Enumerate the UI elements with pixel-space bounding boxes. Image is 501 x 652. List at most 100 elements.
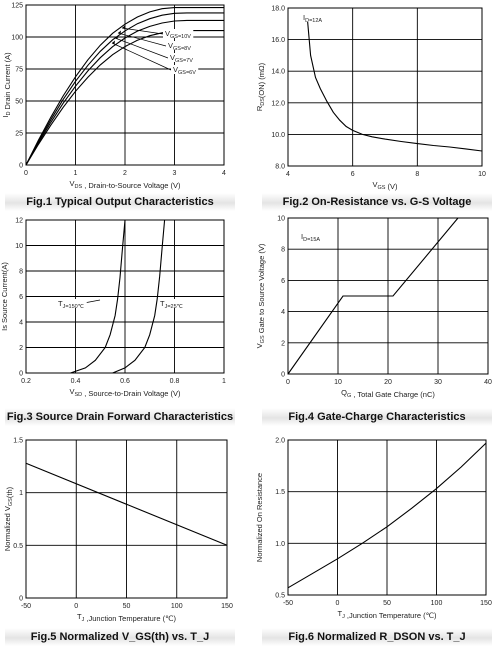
plot-frame: [25, 219, 225, 374]
y-axis-label: Normalized VGS(th): [3, 486, 14, 551]
annotation-leader: [121, 27, 164, 35]
y-tick-label: 4: [19, 320, 23, 327]
y-tick-label: 1.5: [13, 438, 23, 445]
x-axis-label: TJ ,Junction Temperature (℃): [338, 609, 438, 620]
annotation-background: [299, 232, 323, 241]
annotation-arrowhead: [115, 35, 118, 39]
x-tick-label: 40: [484, 379, 492, 386]
y-tick-label: 8: [19, 269, 23, 276]
figure-5-caption: Fig.5 Normalized V_GS(th) vs. T_J: [5, 628, 235, 646]
figure-6-curves: [287, 442, 487, 589]
annotation-background: [301, 13, 325, 22]
series-line-2: [25, 12, 224, 166]
x-tick-label: 100: [171, 603, 183, 610]
x-axis-label: VSD , Source-to-Drain Voltage (V): [69, 387, 181, 398]
figure-4-grid: [287, 217, 489, 375]
x-tick-label: 1: [222, 378, 226, 385]
y-tick-label: 18.0: [271, 6, 285, 13]
figure-5-curves: [25, 462, 228, 546]
y-tick-label: 8.0: [275, 164, 285, 171]
annotation-label: ID=12A: [303, 13, 322, 24]
series-line-1: [25, 7, 224, 166]
annotation-leader: [111, 42, 172, 71]
x-tick-label: 10: [334, 379, 342, 386]
x-tick-label: 0: [336, 600, 340, 607]
annotation-arrowhead: [122, 25, 125, 29]
figure-4-text: 0 10 20 30 40 0 2 4 6 8 10 QG , Total Gate Charge (…: [255, 216, 492, 400]
x-tick-label: 0: [24, 170, 28, 177]
annotation-label: ID=15A: [301, 232, 320, 243]
series-line-2: [112, 219, 166, 374]
annotation-leader: [114, 37, 169, 59]
figure-2-caption: Fig.2 On-Resistance vs. G-S Voltage: [262, 193, 492, 211]
figure-2-chart: 4 6 8 10 8.0 10.0 12.0 14.0 16.0 18.0 VGS (V) RDS(O…: [255, 6, 486, 192]
plot-frame: [25, 4, 225, 166]
annotation-arrowhead: [118, 30, 121, 34]
x-tick-label: 1: [74, 170, 78, 177]
figure-1-grid: [25, 4, 225, 166]
series-line-1: [306, 19, 483, 152]
x-tick-label: 30: [434, 379, 442, 386]
y-tick-label: 2: [281, 340, 285, 347]
x-tick-label: 8: [415, 171, 419, 178]
y-tick-label: 0: [19, 371, 23, 378]
y-tick-label: 2.0: [275, 438, 285, 445]
figure-1-text: 0 1 2 3 4 0 25 50 75 100 125 VDS , Drain-to-Source …: [1, 3, 226, 191]
series-line-1: [287, 217, 459, 375]
annotation-background: [168, 53, 196, 62]
annotation-label: VGS=8V: [168, 41, 191, 52]
y-tick-label: 16.0: [271, 37, 285, 44]
x-tick-label: 20: [384, 379, 392, 386]
figure-6-caption: Fig.6 Normalized R_DSON vs. T_J: [262, 628, 492, 646]
y-tick-label: 2: [19, 345, 23, 352]
y-tick-label: 0: [281, 372, 285, 379]
annotation-label: TJ=25℃: [160, 299, 184, 310]
y-tick-label: 0.5: [13, 543, 23, 550]
y-tick-label: 12.0: [271, 100, 285, 107]
y-tick-label: 4: [281, 309, 285, 316]
x-axis-label: VDS , Drain-to-Source Voltage (V): [69, 179, 181, 190]
y-tick-label: 1.0: [275, 541, 285, 548]
x-tick-label: 0.6: [120, 378, 130, 385]
x-tick-label: 0: [286, 379, 290, 386]
y-axis-label: ID Drain Current (A): [1, 52, 12, 118]
y-tick-label: 1: [19, 490, 23, 497]
series-line-1: [287, 442, 487, 589]
y-tick-label: 12: [15, 218, 23, 225]
x-tick-label: 50: [383, 600, 391, 607]
figure-3-caption: Fig.3 Source Drain Forward Characteristi…: [5, 408, 235, 426]
figure-6-chart: -50 0 50 100 150 0.5 1.0 1.5 2.0 TJ ,Junction Tem…: [255, 438, 492, 621]
figure-6-text: -50 0 50 100 150 0.5 1.0 1.5 2.0 TJ ,Junction Tem…: [255, 438, 492, 621]
figure-4-caption: Fig.4 Gate-Charge Characteristics: [262, 408, 492, 426]
x-tick-label: 0.8: [170, 378, 180, 385]
y-axis-label: VGS Gate to Source Voltage (V): [255, 243, 266, 348]
y-axis-label: Normalized On Resistance: [255, 473, 264, 562]
y-tick-label: 8: [281, 247, 285, 254]
x-tick-label: -50: [283, 600, 293, 607]
plot-frame: [287, 217, 489, 375]
x-axis-label: QG , Total Gate Charge (nC): [341, 388, 435, 399]
x-tick-label: 2: [123, 170, 127, 177]
y-tick-label: 0: [19, 163, 23, 170]
y-tick-label: 6: [281, 278, 285, 285]
y-tick-label: 10.0: [271, 132, 285, 139]
x-axis-label: VGS (V): [372, 180, 398, 191]
x-tick-label: 0.2: [21, 378, 31, 385]
y-tick-label: 1.5: [275, 489, 285, 496]
y-axis-label: Is Source Current(A): [0, 262, 9, 331]
figure-2-curves: [306, 19, 483, 152]
x-tick-label: 4: [286, 171, 290, 178]
x-tick-label: 0: [74, 603, 78, 610]
annotation-label: VGS=6V: [173, 65, 196, 76]
y-tick-label: 10: [277, 216, 285, 223]
figure-1-caption: Fig.1 Typical Output Characteristics: [5, 193, 235, 211]
y-tick-label: 75: [15, 67, 23, 74]
figure-2-grid: [287, 7, 483, 167]
x-tick-label: -50: [21, 603, 31, 610]
annotation-label: TJ=150℃: [58, 299, 85, 310]
x-axis-label: TJ ,Junction Temperature (℃): [77, 612, 177, 623]
y-tick-label: 100: [11, 35, 23, 42]
